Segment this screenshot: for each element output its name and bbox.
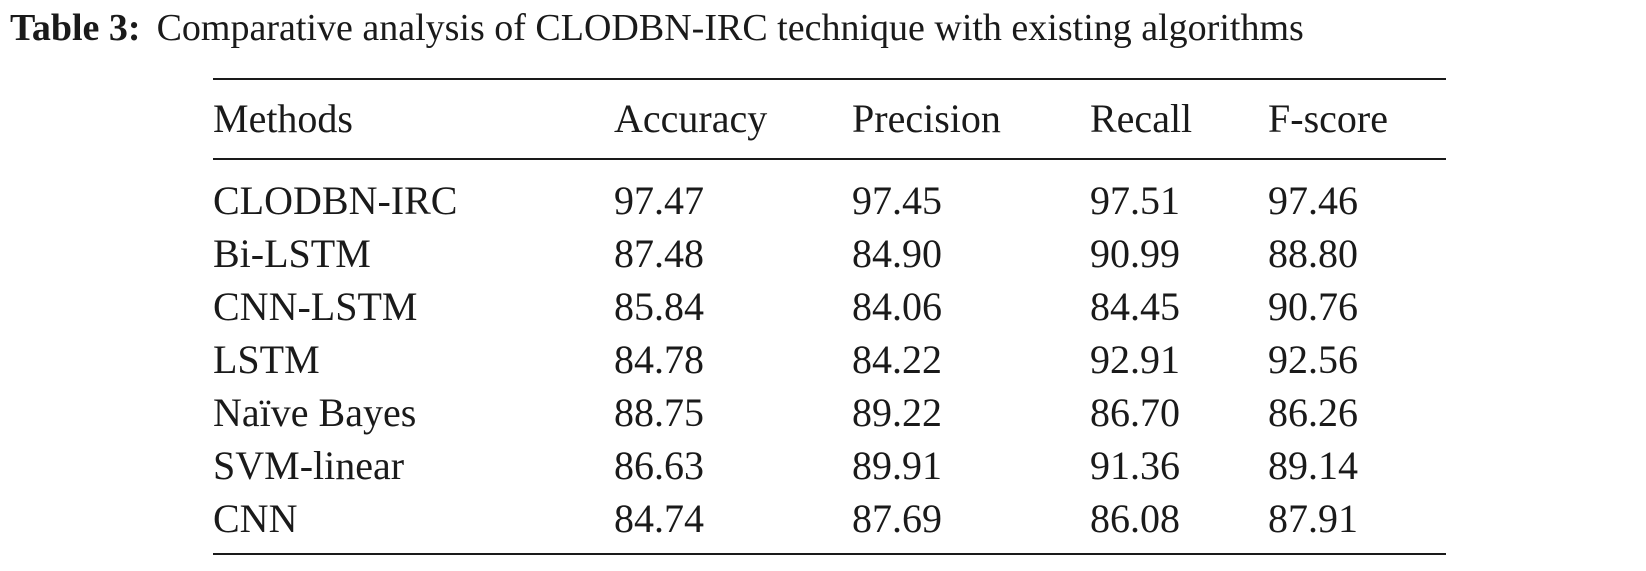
table-row: SVM-linear 86.63 89.91 91.36 89.14	[213, 439, 1446, 492]
table-caption-text: Comparative analysis of CLODBN-IRC techn…	[156, 7, 1304, 49]
table-caption: Table 3: Comparative analysis of CLODBN-I…	[10, 4, 1640, 52]
method-cell: CNN	[213, 496, 298, 541]
table-header-row: Methods Accuracy Precision Recall F-scor…	[213, 80, 1446, 158]
table-row: CLODBN-IRC 97.47 97.45 97.51 97.46	[213, 174, 1446, 227]
accuracy-cell: 85.84	[614, 284, 704, 329]
method-cell: Bi-LSTM	[213, 231, 371, 276]
accuracy-cell: 84.74	[614, 496, 704, 541]
method-cell: CNN-LSTM	[213, 284, 418, 329]
f-score-cell: 92.56	[1268, 337, 1358, 382]
precision-cell: 87.69	[852, 496, 942, 541]
precision-cell: 89.22	[852, 390, 942, 435]
precision-cell: 84.90	[852, 231, 942, 276]
recall-cell: 91.36	[1090, 443, 1180, 488]
accuracy-cell: 84.78	[614, 337, 704, 382]
accuracy-cell: 87.48	[614, 231, 704, 276]
top-rule	[213, 78, 1446, 80]
header-f-score: F-score	[1268, 96, 1388, 141]
header-accuracy: Accuracy	[614, 96, 768, 141]
recall-cell: 92.91	[1090, 337, 1180, 382]
table-row: Bi-LSTM 87.48 84.90 90.99 88.80	[213, 227, 1446, 280]
table-body: CLODBN-IRC 97.47 97.45 97.51 97.46 Bi-LS…	[213, 160, 1446, 553]
f-score-cell: 89.14	[1268, 443, 1358, 488]
method-cell: CLODBN-IRC	[213, 178, 458, 223]
recall-cell: 86.70	[1090, 390, 1180, 435]
f-score-cell: 97.46	[1268, 178, 1358, 223]
recall-cell: 86.08	[1090, 496, 1180, 541]
method-cell: Naïve Bayes	[213, 390, 417, 435]
f-score-cell: 90.76	[1268, 284, 1358, 329]
bottom-rule	[213, 553, 1446, 555]
table-row: LSTM 84.78 84.22 92.91 92.56	[213, 333, 1446, 386]
header-precision: Precision	[852, 96, 1001, 141]
precision-cell: 84.06	[852, 284, 942, 329]
f-score-cell: 86.26	[1268, 390, 1358, 435]
header-rule	[213, 158, 1446, 160]
recall-cell: 84.45	[1090, 284, 1180, 329]
precision-cell: 97.45	[852, 178, 942, 223]
header-recall: Recall	[1090, 96, 1193, 141]
recall-cell: 90.99	[1090, 231, 1180, 276]
f-score-cell: 87.91	[1268, 496, 1358, 541]
recall-cell: 97.51	[1090, 178, 1180, 223]
f-score-cell: 88.80	[1268, 231, 1358, 276]
header-methods: Methods	[213, 96, 353, 141]
accuracy-cell: 97.47	[614, 178, 704, 223]
table-caption-label: Table 3:	[10, 7, 141, 49]
table-row: CNN-LSTM 85.84 84.06 84.45 90.76	[213, 280, 1446, 333]
method-cell: LSTM	[213, 337, 320, 382]
comparison-table: Methods Accuracy Precision Recall F-scor…	[213, 78, 1446, 555]
precision-cell: 89.91	[852, 443, 942, 488]
table-row: Naïve Bayes 88.75 89.22 86.70 86.26	[213, 386, 1446, 439]
accuracy-cell: 86.63	[614, 443, 704, 488]
accuracy-cell: 88.75	[614, 390, 704, 435]
precision-cell: 84.22	[852, 337, 942, 382]
table-row: CNN 84.74 87.69 86.08 87.91	[213, 492, 1446, 545]
method-cell: SVM-linear	[213, 443, 405, 488]
